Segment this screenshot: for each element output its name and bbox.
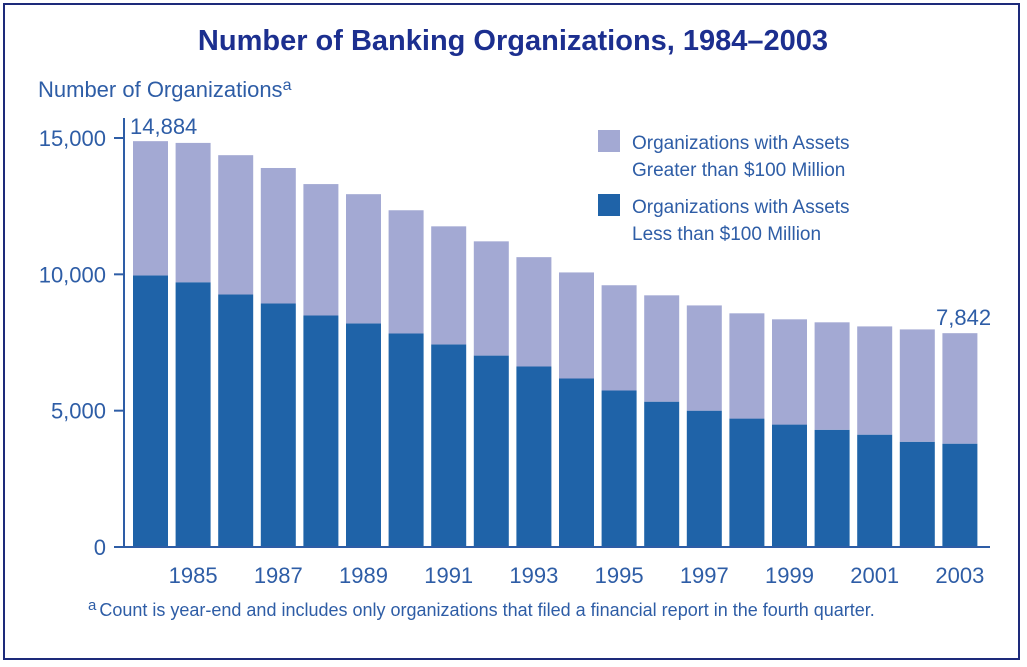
- footnote-text: Count is year-end and includes only orga…: [99, 600, 874, 620]
- footnote-marker: a: [88, 597, 97, 614]
- bar-small-assets-1986: [218, 294, 254, 547]
- bar-small-assets-1998: [729, 418, 765, 547]
- bar-large-assets-1997: [686, 305, 722, 411]
- y-tick-label: 0: [94, 535, 106, 560]
- bar-small-assets-1988: [303, 315, 339, 547]
- bar-large-assets-1999: [772, 319, 807, 425]
- y-tick-label: 15,000: [39, 126, 106, 151]
- y-tick-label: 10,000: [39, 262, 106, 287]
- x-tick-label: 1995: [595, 563, 644, 588]
- legend-label-large-line2: Greater than $100 Million: [632, 160, 845, 181]
- x-tick-label: 1997: [680, 563, 729, 588]
- data-label-last: 7,842: [936, 305, 991, 330]
- bar-large-assets-1988: [303, 184, 339, 316]
- x-tick-label: 1993: [509, 563, 558, 588]
- bar-large-assets-1985: [175, 142, 211, 283]
- bar-small-assets-1996: [644, 401, 680, 547]
- legend-label-small-line1: Organizations with Assets: [632, 197, 850, 218]
- data-label-first: 14,884: [130, 114, 197, 139]
- bar-large-assets-1993: [516, 257, 552, 367]
- bar-small-assets-1991: [431, 344, 467, 547]
- bar-small-assets-1989: [346, 323, 381, 547]
- bar-small-assets-1992: [473, 355, 509, 547]
- bar-large-assets-1995: [601, 285, 637, 391]
- bar-small-assets-2002: [899, 441, 935, 547]
- x-tick-label: 1991: [424, 563, 473, 588]
- bar-large-assets-2001: [857, 326, 893, 435]
- x-tick-label: 1985: [169, 563, 218, 588]
- bar-large-assets-2003: [942, 333, 978, 444]
- bar-large-assets-1989: [346, 194, 381, 324]
- x-tick-label: 2001: [850, 563, 899, 588]
- bar-small-assets-2001: [857, 434, 893, 547]
- bar-small-assets-1985: [175, 282, 211, 547]
- bar-large-assets-1991: [431, 226, 467, 345]
- footnote: a Count is year-end and includes only org…: [88, 597, 875, 620]
- y-axis-label-text: Number of Organizations: [38, 77, 283, 102]
- legend-swatch-small-assets: [598, 194, 620, 216]
- legend-label-large-line1: Organizations with Assets: [632, 133, 850, 154]
- y-axis-label: Number of Organizationsa: [38, 77, 292, 102]
- bar-small-assets-1984: [133, 275, 168, 547]
- bar-small-assets-2003: [942, 443, 978, 547]
- x-tick-label: 2003: [935, 563, 984, 588]
- x-tick-label: 1999: [765, 563, 814, 588]
- legend: Organizations with Assets Greater than $…: [598, 130, 850, 245]
- bar-large-assets-1986: [218, 155, 254, 295]
- y-axis-label-superscript: a: [283, 77, 292, 94]
- bar-large-assets-1996: [644, 295, 680, 402]
- bar-small-assets-1999: [772, 424, 807, 547]
- x-tick-label: 1989: [339, 563, 388, 588]
- bar-small-assets-1987: [260, 303, 296, 547]
- bar-large-assets-2002: [899, 329, 935, 442]
- bar-small-assets-1994: [559, 378, 594, 547]
- bar-large-assets-1998: [729, 313, 765, 419]
- x-tick-label: 1987: [254, 563, 303, 588]
- bar-large-assets-1990: [388, 210, 424, 334]
- chart-frame: [3, 3, 1020, 660]
- chart-title: Number of Banking Organizations, 1984–20…: [198, 25, 828, 57]
- bar-large-assets-1984: [133, 141, 168, 276]
- bar-small-assets-1990: [388, 333, 424, 547]
- bar-large-assets-1994: [559, 272, 594, 379]
- bar-small-assets-2000: [814, 429, 850, 547]
- bar-small-assets-1993: [516, 366, 552, 547]
- bar-large-assets-1987: [260, 167, 296, 304]
- bar-large-assets-1992: [473, 241, 509, 356]
- bar-small-assets-1997: [686, 410, 722, 547]
- bar-large-assets-2000: [814, 322, 850, 430]
- bar-small-assets-1995: [601, 390, 637, 547]
- y-tick-label: 5,000: [51, 399, 106, 424]
- legend-swatch-large-assets: [598, 130, 620, 152]
- legend-label-small-line2: Less than $100 Million: [632, 224, 821, 245]
